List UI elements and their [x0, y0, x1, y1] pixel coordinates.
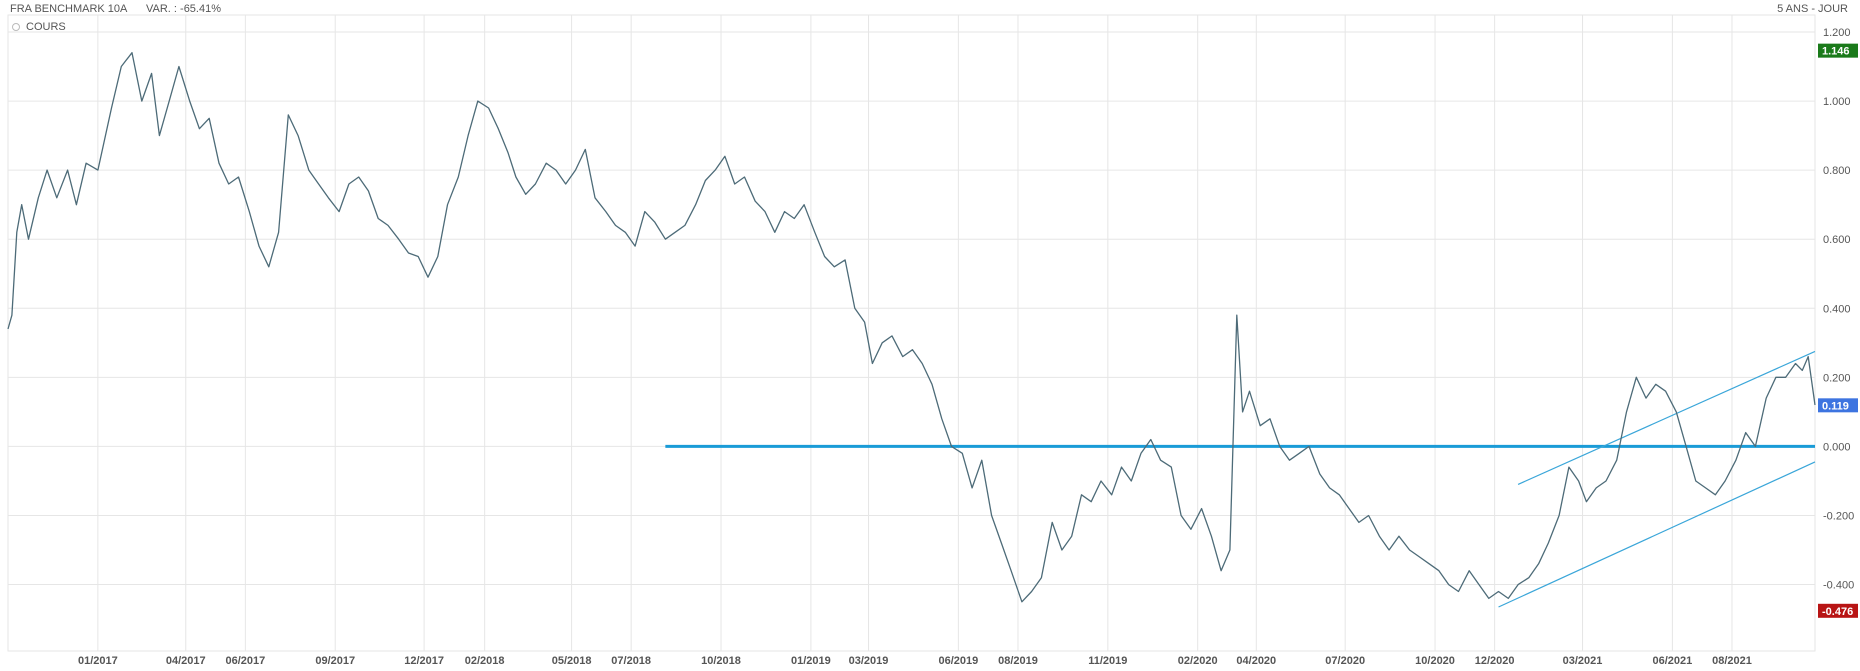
chart-title: FRA BENCHMARK 10A: [10, 3, 128, 15]
series-line-0: [7, 52, 1816, 603]
trendline-channel-lower: [1498, 461, 1816, 608]
x-tick-label: 08/2021: [1712, 655, 1752, 667]
x-tick-label: 11/2019: [1088, 655, 1127, 667]
x-tick-label: 10/2018: [701, 655, 741, 667]
x-tick-label: 12/2017: [404, 655, 444, 667]
x-tick-label: 07/2018: [611, 655, 651, 667]
trendline-channel-upper: [1517, 350, 1816, 485]
x-tick-label: 02/2020: [1178, 655, 1218, 667]
plot-frame: [7, 14, 1816, 652]
legend[interactable]: COURS: [12, 21, 66, 33]
x-tick-label: 04/2017: [166, 655, 206, 667]
period-selector[interactable]: 5 ANS - JOUR: [1777, 3, 1848, 15]
y-tick-label: 1.000: [1823, 96, 1851, 108]
x-tick-label: 09/2017: [315, 655, 355, 667]
badge-min: [1818, 603, 1858, 618]
variation-label: VAR. : -65.41%: [146, 3, 221, 15]
x-tick-label: 06/2019: [939, 655, 979, 667]
x-tick-label: 01/2019: [791, 655, 831, 667]
badge-max-label: 1.146: [1822, 46, 1850, 58]
y-tick-label: 1.200: [1823, 27, 1851, 39]
x-tick-label: 02/2018: [465, 655, 505, 667]
legend-dot-icon: [12, 23, 20, 31]
badge-last: [1818, 398, 1858, 413]
x-tick-label: 03/2021: [1563, 655, 1603, 667]
y-tick-label: -0.400: [1823, 580, 1854, 592]
badge-min-label: -0.476: [1822, 606, 1853, 618]
x-tick-label: 05/2018: [552, 655, 592, 667]
badge-max: [1818, 43, 1858, 58]
x-tick-label: 03/2019: [849, 655, 889, 667]
y-tick-label: -0.200: [1823, 510, 1854, 522]
x-tick-label: 07/2020: [1325, 655, 1365, 667]
legend-label: COURS: [26, 21, 66, 33]
y-tick-label: 0.600: [1823, 234, 1851, 246]
x-tick-label: 12/2020: [1475, 655, 1515, 667]
y-tick-label: 0.400: [1823, 303, 1851, 315]
x-tick-label: 06/2021: [1653, 655, 1693, 667]
x-tick-label: 06/2017: [225, 655, 265, 667]
y-tick-label: 0.000: [1823, 441, 1851, 453]
x-tick-label: 10/2020: [1415, 655, 1455, 667]
badge-last-label: 0.119: [1822, 400, 1849, 412]
x-tick-label: 01/2017: [78, 655, 118, 667]
y-tick-label: 0.200: [1823, 372, 1851, 384]
x-tick-label: 08/2019: [998, 655, 1038, 667]
x-tick-label: 04/2020: [1236, 655, 1276, 667]
y-tick-label: 0.800: [1823, 165, 1851, 177]
